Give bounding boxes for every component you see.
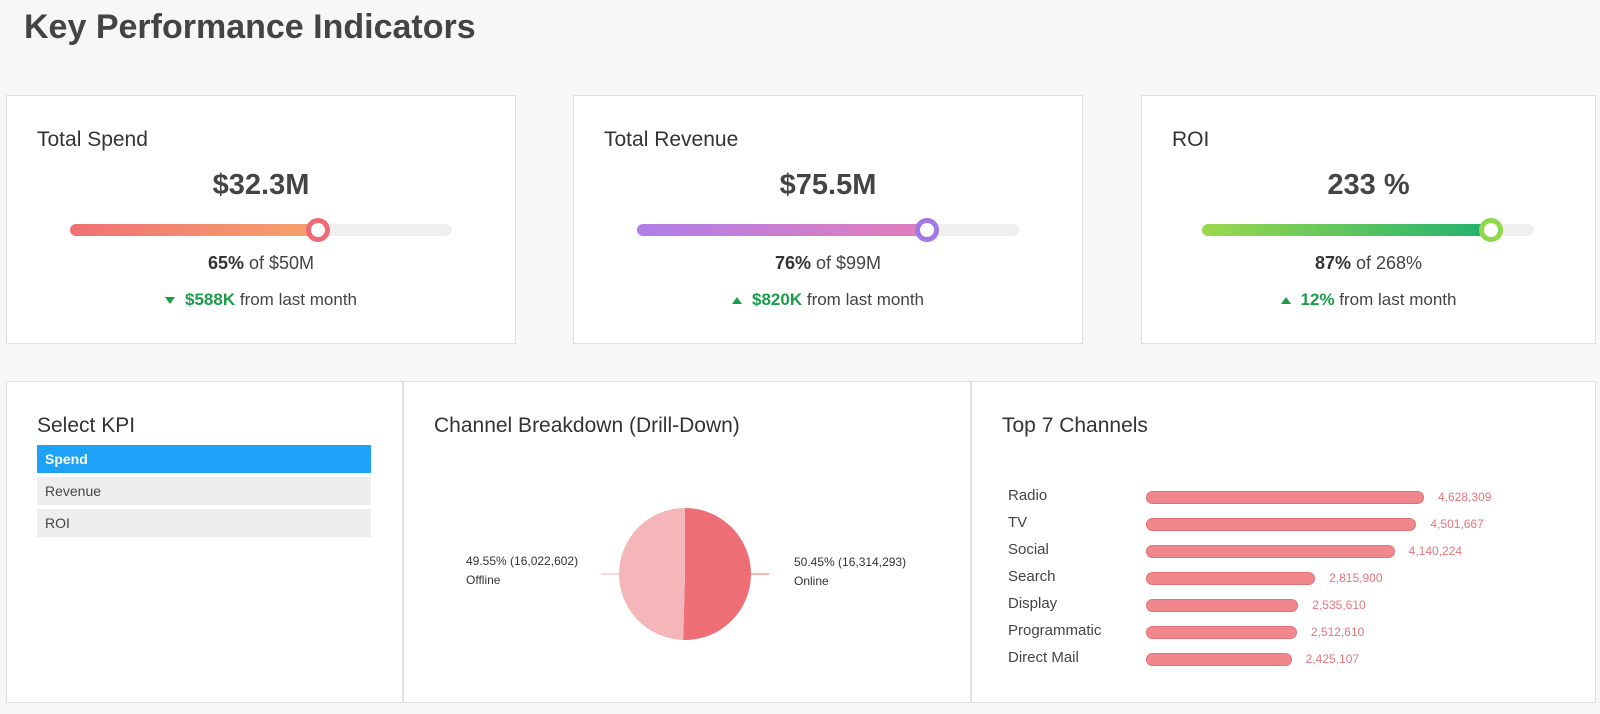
pie-value-offline: 49.55% (16,022,602) xyxy=(466,554,579,568)
pie-name-online: Online xyxy=(794,574,829,588)
bar-display[interactable] xyxy=(1146,599,1299,612)
bar-value-search: 2,815,900 xyxy=(1329,571,1383,585)
kpi-change: $820K from last month xyxy=(574,290,1082,310)
kpi-delta-suffix: from last month xyxy=(1339,290,1457,309)
kpi-progress-fill xyxy=(70,224,319,236)
bar-value-tv: 4,501,667 xyxy=(1430,517,1484,531)
kpi-progress-knob xyxy=(306,218,331,242)
channel-breakdown-title: Channel Breakdown (Drill-Down) xyxy=(434,414,740,437)
kpi-value: $32.3M xyxy=(212,169,310,201)
kpi-progress-track xyxy=(637,218,1019,242)
bar-social[interactable] xyxy=(1146,545,1395,558)
bar-value-radio: 4,628,309 xyxy=(1438,490,1492,504)
pie-slice-offline[interactable] xyxy=(618,508,685,640)
kpi-title: ROI xyxy=(1172,128,1210,151)
trend-up-icon xyxy=(1280,297,1291,305)
kpi-title: Total Revenue xyxy=(604,128,739,151)
kpi-target: of $50M xyxy=(249,253,315,273)
kpi-progress-track xyxy=(70,218,452,242)
bar-value-display: 2,535,610 xyxy=(1312,598,1366,612)
kpi-target: of 268% xyxy=(1355,253,1423,273)
kpi-card-roi: ROI 233 % 87% of 268% 12% from last mont… xyxy=(1141,95,1596,344)
kpi-change: $588K from last month xyxy=(7,290,515,310)
kpi-progress-knob xyxy=(1478,218,1503,242)
bar-value-social: 4,140,224 xyxy=(1408,544,1463,558)
pie-label-offline: 49.55% (16,022,602) Offline xyxy=(466,552,578,590)
kpi-progress-text: 76% of $99M xyxy=(574,253,1082,274)
bar-label-direct-mail: Direct Mail xyxy=(1008,649,1079,666)
pie-name-offline: Offline xyxy=(466,573,501,587)
kpi-percent: 87% xyxy=(1314,253,1351,273)
channel-breakdown-panel: Channel Breakdown (Drill-Down) 49.55% (1… xyxy=(403,381,971,703)
bar-label-display: Display xyxy=(1008,595,1058,612)
kpi-option-roi[interactable]: ROI xyxy=(37,509,371,537)
page-title: Key Performance Indicators xyxy=(24,8,476,46)
bar-value-direct-mail: 2,425,107 xyxy=(1305,652,1360,666)
kpi-progress-knob xyxy=(915,218,940,242)
top-channels-panel: Top 7 Channels Radio 4,628,309 TV 4,501,667… xyxy=(971,381,1596,703)
kpi-percent: 65% xyxy=(207,253,244,273)
kpi-target: of $99M xyxy=(816,253,882,273)
kpi-card-total-revenue: Total Revenue $75.5M 76% of $99M $820K f… xyxy=(573,95,1083,344)
kpi-delta-suffix: from last month xyxy=(806,290,924,309)
pie-value-online: 50.45% (16,314,293) xyxy=(794,555,907,569)
bar-value-programmatic: 2,512,610 xyxy=(1310,625,1365,639)
pie-label-online: 50.45% (16,314,293) Online xyxy=(794,553,906,591)
bar-radio[interactable] xyxy=(1146,491,1424,504)
kpi-delta: $588K xyxy=(185,290,236,309)
kpi-progress-text: 65% of $50M xyxy=(7,253,515,274)
kpi-progress-track xyxy=(1202,218,1534,242)
kpi-title: Total Spend xyxy=(37,128,148,151)
bar-label-tv: TV xyxy=(1008,514,1028,531)
kpi-delta: 12% xyxy=(1300,290,1335,309)
trend-up-icon xyxy=(732,297,742,305)
bar-programmatic[interactable] xyxy=(1146,626,1297,639)
kpi-delta: $820K xyxy=(752,290,803,309)
trend-down-icon xyxy=(165,297,175,305)
kpi-value: 233 % xyxy=(1327,169,1410,201)
bar-tv[interactable] xyxy=(1146,518,1417,531)
kpi-option-spend[interactable]: Spend xyxy=(37,445,371,473)
kpi-delta-suffix: from last month xyxy=(239,290,357,309)
bar-direct-mail[interactable] xyxy=(1146,653,1292,666)
kpi-progress-fill xyxy=(1202,224,1491,236)
kpi-option-revenue[interactable]: Revenue xyxy=(37,477,371,505)
bar-search[interactable] xyxy=(1146,572,1316,585)
kpi-progress-fill xyxy=(637,224,928,236)
kpi-value: $75.5M xyxy=(779,169,877,201)
kpi-percent: 76% xyxy=(774,253,811,273)
bar-label-search: Search xyxy=(1008,568,1056,585)
select-kpi-panel: Select KPI Spend Revenue ROI xyxy=(6,381,403,703)
bar-label-programmatic: Programmatic xyxy=(1008,622,1102,639)
bar-label-radio: Radio xyxy=(1008,487,1048,504)
kpi-card-total-spend: Total Spend $32.3M 65% of $50M $588K fro… xyxy=(6,95,516,344)
top-channels-title: Top 7 Channels xyxy=(1002,414,1148,437)
select-kpi-title: Select KPI xyxy=(37,414,136,437)
pie-slice-online[interactable] xyxy=(683,508,751,640)
bar-label-social: Social xyxy=(1008,541,1049,558)
kpi-change: 12% from last month xyxy=(1142,290,1595,310)
pie-chart xyxy=(601,508,769,640)
kpi-progress-text: 87% of 268% xyxy=(1142,253,1595,274)
